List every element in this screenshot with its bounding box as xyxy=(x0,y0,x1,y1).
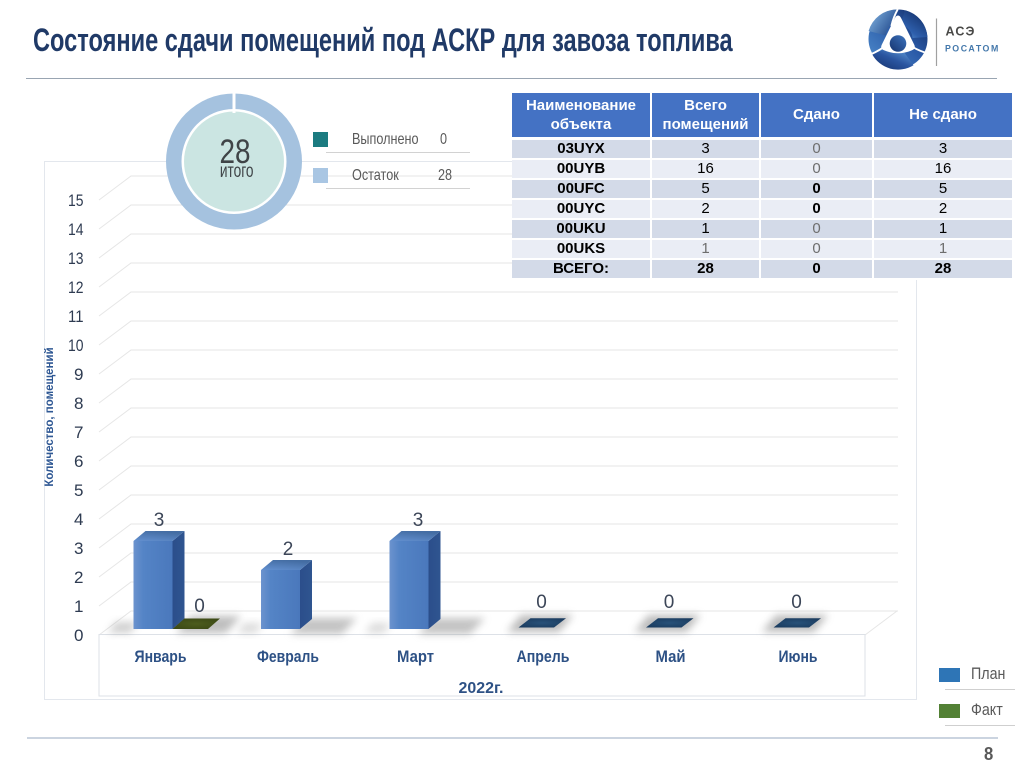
svg-text:2022г.: 2022г. xyxy=(459,680,504,697)
svg-text:2: 2 xyxy=(74,568,83,587)
svg-text:Январь: Январь xyxy=(135,647,187,666)
svg-text:0: 0 xyxy=(194,596,205,617)
svg-text:Февраль: Февраль xyxy=(257,647,319,666)
svg-text:3: 3 xyxy=(74,539,83,558)
svg-text:8: 8 xyxy=(74,394,83,413)
svg-text:15: 15 xyxy=(68,191,84,210)
svg-text:4: 4 xyxy=(74,510,83,529)
svg-text:14: 14 xyxy=(68,220,84,239)
svg-text:0: 0 xyxy=(664,592,675,613)
svg-text:Апрель: Апрель xyxy=(517,647,570,666)
svg-text:13: 13 xyxy=(68,249,84,268)
svg-text:3: 3 xyxy=(154,510,165,531)
svg-text:12: 12 xyxy=(68,278,84,297)
svg-text:9: 9 xyxy=(74,365,83,384)
svg-text:РОСАТОМ: РОСАТОМ xyxy=(945,44,1000,54)
svg-text:Март: Март xyxy=(397,647,434,666)
svg-text:0: 0 xyxy=(536,592,547,613)
svg-text:2: 2 xyxy=(283,539,294,560)
svg-text:0: 0 xyxy=(74,626,83,645)
svg-text:0: 0 xyxy=(791,592,802,613)
svg-text:7: 7 xyxy=(74,423,83,442)
svg-text:5: 5 xyxy=(74,481,83,500)
svg-text:Количество, помещений: Количество, помещений xyxy=(44,347,56,486)
svg-text:6: 6 xyxy=(74,452,83,471)
svg-text:10: 10 xyxy=(68,336,84,355)
svg-text:АСЭ: АСЭ xyxy=(946,25,976,39)
svg-text:Июнь: Июнь xyxy=(779,647,818,666)
svg-text:Май: Май xyxy=(656,647,686,666)
svg-text:1: 1 xyxy=(74,597,83,616)
svg-text:11: 11 xyxy=(68,307,84,326)
svg-text:3: 3 xyxy=(413,510,424,531)
